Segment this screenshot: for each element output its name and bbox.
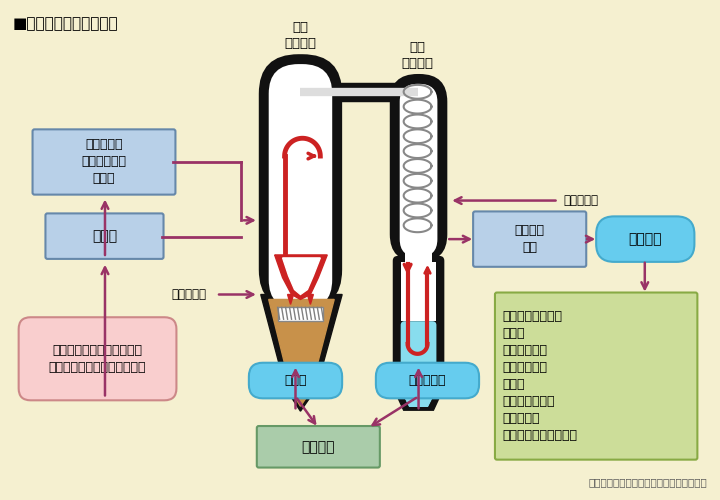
FancyBboxPatch shape bbox=[45, 214, 163, 259]
FancyBboxPatch shape bbox=[473, 212, 586, 267]
FancyBboxPatch shape bbox=[400, 84, 437, 257]
FancyBboxPatch shape bbox=[495, 292, 698, 460]
FancyBboxPatch shape bbox=[19, 317, 176, 400]
Text: 家庭からの廃プラスチック
（各種プラスチック混合物）: 家庭からの廃プラスチック （各種プラスチック混合物） bbox=[49, 344, 146, 374]
Text: 破砕機: 破砕機 bbox=[92, 229, 117, 243]
Text: 不燃物: 不燃物 bbox=[284, 374, 307, 387]
Text: ガス化原料
プラスチック
成形機: ガス化原料 プラスチック 成形機 bbox=[81, 138, 127, 186]
Text: 有効利用: 有効利用 bbox=[302, 440, 335, 454]
FancyBboxPatch shape bbox=[269, 64, 332, 310]
FancyBboxPatch shape bbox=[257, 426, 380, 468]
Text: 水砕スラグ: 水砕スラグ bbox=[409, 374, 446, 387]
Polygon shape bbox=[289, 388, 312, 406]
Polygon shape bbox=[274, 255, 328, 300]
Text: 酸素＋蒸気: 酸素＋蒸気 bbox=[564, 194, 598, 207]
Polygon shape bbox=[401, 388, 436, 406]
FancyBboxPatch shape bbox=[401, 321, 436, 388]
FancyBboxPatch shape bbox=[401, 262, 436, 321]
FancyBboxPatch shape bbox=[258, 54, 342, 310]
Polygon shape bbox=[307, 294, 313, 304]
FancyBboxPatch shape bbox=[376, 362, 479, 398]
FancyBboxPatch shape bbox=[278, 308, 323, 321]
FancyBboxPatch shape bbox=[249, 362, 342, 398]
Polygon shape bbox=[392, 386, 444, 410]
FancyBboxPatch shape bbox=[390, 74, 447, 262]
Polygon shape bbox=[401, 388, 436, 406]
Polygon shape bbox=[287, 294, 294, 304]
Text: ガス洗浄
設備: ガス洗浄 設備 bbox=[515, 224, 545, 254]
FancyBboxPatch shape bbox=[392, 256, 444, 394]
Text: ■ガス化技術のフロー図: ■ガス化技術のフロー図 bbox=[13, 16, 118, 32]
Text: 出典：（一社）プラスチック循環利用協会: 出典：（一社）プラスチック循環利用協会 bbox=[588, 478, 707, 488]
Text: 酸素＋蒸気: 酸素＋蒸気 bbox=[171, 288, 207, 301]
Polygon shape bbox=[286, 388, 316, 411]
Text: 合成ガスの用途例
・水素
・メタノール
・アンモニア
・酢酸
・他基礎化学品
・燃料電池
・高効率発電用燃料源: 合成ガスの用途例 ・水素 ・メタノール ・アンモニア ・酢酸 ・他基礎化学品 ・… bbox=[502, 310, 577, 442]
FancyBboxPatch shape bbox=[32, 130, 176, 194]
Text: 低温
ガス化炉: 低温 ガス化炉 bbox=[284, 21, 317, 50]
Text: 合成ガス: 合成ガス bbox=[629, 232, 662, 246]
Bar bbox=[402, 248, 434, 264]
FancyBboxPatch shape bbox=[596, 216, 694, 262]
Polygon shape bbox=[283, 258, 320, 294]
Polygon shape bbox=[269, 300, 334, 384]
Bar bbox=[405, 252, 433, 262]
Text: 高温
ガス化炉: 高温 ガス化炉 bbox=[402, 41, 433, 70]
Polygon shape bbox=[261, 294, 342, 388]
